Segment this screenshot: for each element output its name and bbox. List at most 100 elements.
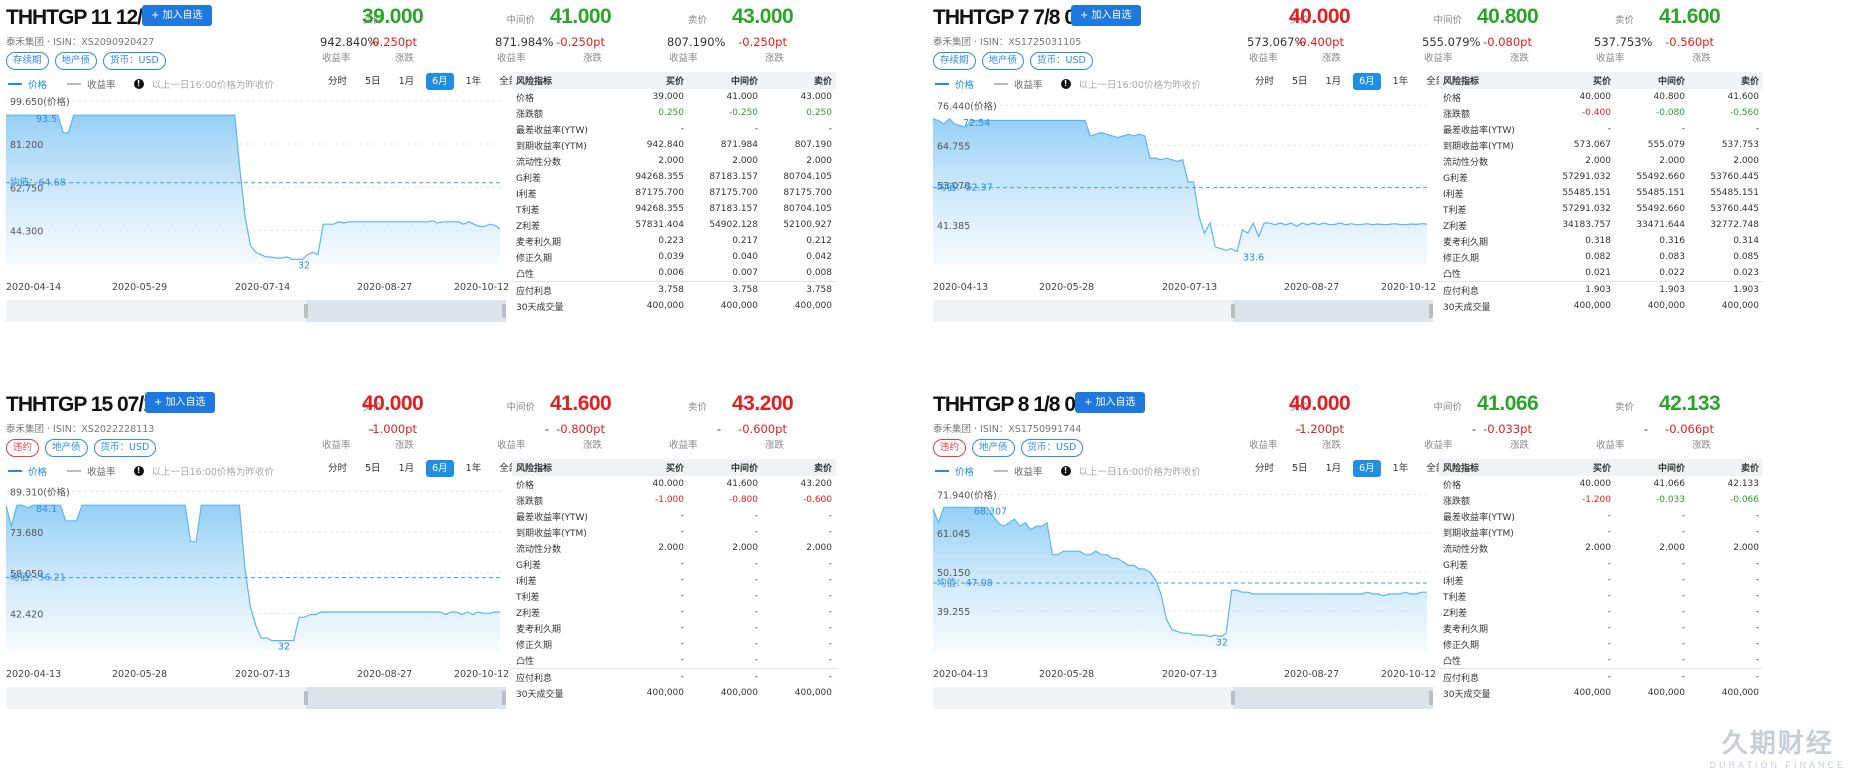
legend-yield[interactable]: 收益率 [994,464,1043,478]
scroller-handle[interactable] [304,304,308,318]
table-cell: - [1607,623,1611,633]
scroller-handle[interactable] [304,691,308,705]
legend-yield[interactable]: 收益率 [67,77,116,91]
range-tab[interactable]: 1月 [398,76,415,87]
time-range-scroller[interactable] [6,300,506,322]
range-tab[interactable]: 1月 [1325,463,1342,474]
table-cell: - [828,591,832,601]
range-tab[interactable]: 全部 [499,463,519,474]
table-cell: 0.083 [1659,252,1685,262]
table-cell: 94268.355 [635,204,684,214]
table-cell: - [828,511,832,521]
table-cell: -1.000 [654,495,684,505]
table-cell: - [680,559,684,569]
legend-yield[interactable]: 收益率 [67,464,116,478]
legend-price[interactable]: 价格 [8,464,47,478]
table-cell: -0.600 [802,495,832,505]
average-label: 均值：47.08 [937,577,993,589]
range-tab[interactable]: 6月 [1353,73,1381,90]
range-tab[interactable]: 5日 [365,76,381,87]
legend-yield[interactable]: 收益率 [994,77,1043,91]
range-tab[interactable]: 全部 [1426,463,1446,474]
range-tab[interactable]: 1年 [465,463,482,474]
table-cell: 55485.151 [1636,188,1685,198]
scroller-handle[interactable] [1231,691,1235,705]
table-row-label: I利差 [516,189,537,200]
table-row: I利差 - - - [1439,572,1763,588]
range-tab[interactable]: 分时 [1255,76,1275,87]
range-tab[interactable]: 分时 [328,76,348,87]
add-watchlist-button[interactable]: + 加入自选 [1075,392,1145,413]
scroller-handle[interactable] [502,304,506,318]
legend-price[interactable]: 价格 [8,77,47,91]
change-label: 涨跌 [1692,53,1712,64]
table-cell: - [1681,655,1685,665]
range-tab[interactable]: 全部 [1426,76,1446,87]
scroller-handle[interactable] [1429,304,1433,318]
time-range-scroller[interactable] [6,687,506,709]
range-tab[interactable]: 1月 [1325,76,1342,87]
legend-price[interactable]: 价格 [935,464,974,478]
quote-yield: 555.079% [1422,35,1481,49]
scroller-selection[interactable] [1233,300,1433,322]
scroller-selection[interactable] [306,687,506,709]
scroller-handle[interactable] [1429,691,1433,705]
range-tab[interactable]: 全部 [499,76,519,87]
legend-price[interactable]: 价格 [935,77,974,91]
range-tab[interactable]: 6月 [426,73,454,90]
range-tab[interactable]: 分时 [328,463,348,474]
scroller-selection[interactable] [1233,687,1433,709]
tag-badge: 存续期 [6,52,49,70]
table-cell: 57291.032 [1562,204,1611,214]
table-cell: - [1607,575,1611,585]
table-row-label: 到期收益率(YTM) [516,528,587,539]
range-tab[interactable]: 5日 [365,463,381,474]
risk-table: 风险指标 买价 中间价 卖价 价格 40.000 41.600 43.200 涨跌额 -1.000… [512,459,836,701]
range-tabs: 分时 5日 1月 6月 1年 全部 [316,460,524,477]
table-cell: 0.223 [658,236,684,246]
max-label: 72.54 [963,118,990,129]
min-label: 32 [278,642,290,653]
add-watchlist-button[interactable]: + 加入自选 [142,5,212,26]
table-row: 到期收益率(YTM) 942.840 871.984 807.190 [512,137,836,153]
time-range-scroller[interactable] [933,687,1433,709]
range-tab[interactable]: 5日 [1292,463,1308,474]
range-tab[interactable]: 分时 [1255,463,1275,474]
table-row: 麦考利久期 - - - [1439,620,1763,636]
table-row: 最差收益率(YTW) - - - [512,121,836,137]
range-tab[interactable]: 1月 [398,463,415,474]
range-tab[interactable]: 5日 [1292,76,1308,87]
range-tab[interactable]: 6月 [1353,460,1381,477]
average-label: 均值：52.37 [937,182,993,194]
hint-text: ! 以上一日16:00价格为昨收价 [133,77,274,91]
scroller-handle[interactable] [502,691,506,705]
change-label: 涨跌 [583,440,603,451]
range-tab[interactable]: 1年 [1392,463,1409,474]
table-row: 价格 40.000 41.066 42.133 [1439,476,1763,492]
time-range-scroller[interactable] [933,300,1433,322]
range-tab[interactable]: 6月 [426,460,454,477]
y-axis-label: 71.940(价格) [937,489,997,501]
legend-price-line [8,83,22,85]
watermark-cn: 久期财经 [1721,728,1834,758]
table-cell: 0.250 [806,108,832,118]
table-row-label: 流动性分数 [1443,544,1489,555]
table-cell: 94268.355 [635,172,684,182]
table-header: 风险指标 [512,72,630,89]
price-line [933,506,1427,638]
add-watchlist-button[interactable]: + 加入自选 [1071,5,1141,26]
x-axis-label: 2020-07-13 [1162,669,1218,680]
table-cell: - [1681,591,1685,601]
table-cell: - [1607,591,1611,601]
add-watchlist-button[interactable]: + 加入自选 [145,392,215,413]
tag-badge: 货币：USD [1020,439,1084,457]
range-tab[interactable]: 1年 [465,76,482,87]
chart-legend: 价格 收益率! 以上一日16:00价格为昨收价 [935,77,1201,91]
range-tab[interactable]: 1年 [1392,76,1409,87]
table-cell: - [1607,639,1611,649]
scroller-selection[interactable] [306,300,506,322]
max-label: 84.1 [36,504,57,515]
table-row-label: G利差 [516,173,541,184]
yield-label: 收益率 [322,440,351,451]
scroller-handle[interactable] [1231,304,1235,318]
